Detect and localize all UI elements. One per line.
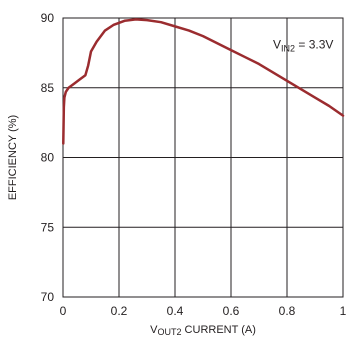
- y-tick-label: 85: [41, 81, 55, 95]
- x-axis-title-subscript: OUT2: [157, 327, 181, 337]
- x-axis-title-main: V: [150, 324, 158, 336]
- x-tick-label: 0.4: [167, 304, 184, 318]
- annotation-main: V: [273, 38, 281, 52]
- y-tick-label: 80: [41, 151, 55, 165]
- x-tick-label: 0.6: [223, 304, 240, 318]
- vin2-annotation: VIN2 = 3.3V: [273, 38, 333, 54]
- x-tick-label: 0: [60, 304, 67, 318]
- x-axis-title: VOUT2 CURRENT (A): [150, 324, 256, 337]
- efficiency-curve: [62, 18, 345, 145]
- series-layer: [62, 18, 345, 145]
- x-tick-labels: 0 0.2 0.4 0.6 0.8 1: [60, 304, 347, 318]
- grid: [62, 17, 344, 298]
- plot-frame: [62, 17, 344, 298]
- y-axis-title: EFFICIENCY (%): [7, 115, 19, 200]
- annotation-rest: = 3.3V: [295, 38, 333, 52]
- y-tick-label: 70: [41, 290, 55, 304]
- y-tick-label: 90: [41, 11, 55, 25]
- x-tick-label: 0.2: [111, 304, 128, 318]
- y-tick-labels: 70 75 80 85 90: [41, 11, 55, 304]
- x-tick-label: 0.8: [279, 304, 296, 318]
- y-tick-label: 75: [41, 220, 55, 234]
- x-axis-title-rest: CURRENT (A): [182, 324, 256, 336]
- x-tick-label: 1: [340, 304, 347, 318]
- annotation-subscript: IN2: [281, 44, 295, 54]
